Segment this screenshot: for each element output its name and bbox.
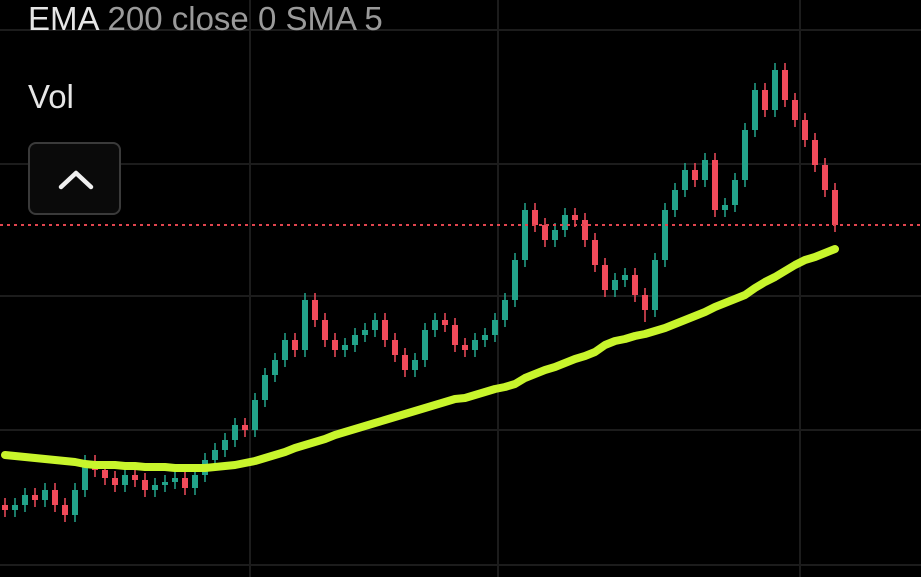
candle-body — [502, 300, 508, 320]
candle-body — [282, 340, 288, 360]
candle-body — [272, 360, 278, 375]
candle-body — [532, 210, 538, 225]
candle-body — [322, 320, 328, 340]
candle-body — [132, 475, 138, 480]
candle-body — [152, 485, 158, 490]
candle-body — [32, 495, 38, 500]
candle-body — [732, 180, 738, 205]
candle-body — [452, 325, 458, 345]
candle-body — [262, 375, 268, 400]
candle-body — [192, 475, 198, 488]
candle-body — [492, 320, 498, 335]
candle-body — [372, 320, 378, 330]
candle-body — [52, 490, 58, 505]
candle-body — [822, 165, 828, 190]
candle-body — [332, 340, 338, 350]
candle-body — [612, 280, 618, 290]
candle-body — [62, 505, 68, 515]
candle-body — [302, 300, 308, 350]
volume-label: Vol — [28, 78, 74, 115]
candle-body — [432, 320, 438, 330]
candle-body — [122, 475, 128, 485]
candle-body — [592, 240, 598, 265]
candle-body — [462, 345, 468, 350]
candle-body — [242, 425, 248, 430]
candle-body — [692, 170, 698, 180]
candle-body — [342, 345, 348, 350]
candle-body — [352, 335, 358, 345]
candle-body — [622, 275, 628, 280]
candle-body — [392, 340, 398, 355]
collapse-button[interactable] — [28, 142, 121, 215]
candle-body — [362, 330, 368, 335]
candle-body — [72, 490, 78, 515]
indicator-name: EMA — [28, 0, 100, 37]
candle-body — [102, 470, 108, 478]
candle-body — [582, 220, 588, 240]
candle-body — [232, 425, 238, 440]
candle-body — [712, 160, 718, 210]
candle-body — [642, 295, 648, 310]
candle-body — [762, 90, 768, 110]
candle-body — [682, 170, 688, 190]
candle-body — [572, 215, 578, 220]
candle-body — [782, 70, 788, 100]
candle-body — [552, 230, 558, 240]
candle-body — [702, 160, 708, 180]
candle-body — [752, 90, 758, 130]
candle-body — [832, 190, 838, 225]
candle-body — [632, 275, 638, 295]
candle-body — [312, 300, 318, 320]
candle-body — [382, 320, 388, 340]
candle-body — [402, 355, 408, 370]
candle-body — [2, 505, 8, 510]
candle-body — [602, 265, 608, 290]
candle-body — [112, 478, 118, 485]
candle-body — [812, 140, 818, 165]
candle-body — [82, 462, 88, 490]
candle-body — [792, 100, 798, 120]
candle-body — [422, 330, 428, 360]
candle-body — [292, 340, 298, 350]
candle-body — [412, 360, 418, 370]
chevron-up-icon — [58, 170, 94, 190]
candle-body — [182, 478, 188, 488]
ema-line — [1, 245, 839, 472]
candle-body — [722, 205, 728, 210]
candle-body — [212, 450, 218, 460]
indicator-legend: EMA 200 close 0 SMA 5 — [28, 0, 383, 38]
candle-body — [652, 260, 658, 310]
candle-body — [522, 210, 528, 260]
candle-body — [662, 210, 668, 260]
candle-body — [772, 70, 778, 110]
candle-body — [672, 190, 678, 210]
candle-body — [42, 490, 48, 500]
candle-body — [22, 495, 28, 505]
candle-body — [542, 225, 548, 240]
candle-body — [742, 130, 748, 180]
candle-body — [512, 260, 518, 300]
candle-body — [252, 400, 258, 430]
candle-body — [562, 215, 568, 230]
candle-body — [162, 482, 168, 485]
indicator-params: 200 close 0 SMA 5 — [107, 0, 383, 37]
candle-body — [482, 335, 488, 340]
candle-body — [12, 505, 18, 510]
candle-body — [222, 440, 228, 450]
candle-body — [472, 340, 478, 350]
candle-body — [142, 480, 148, 490]
candle-body — [802, 120, 808, 140]
candle-body — [442, 320, 448, 325]
candle-body — [172, 478, 178, 482]
